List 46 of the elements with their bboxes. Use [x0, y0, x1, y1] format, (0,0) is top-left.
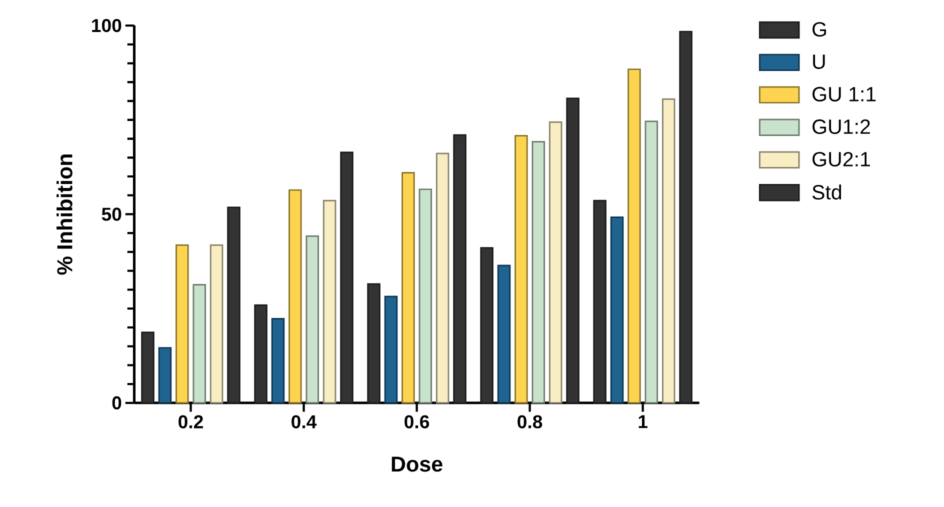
legend-label: U — [813, 54, 825, 69]
bar — [402, 172, 415, 404]
bar — [532, 140, 546, 404]
bar — [141, 332, 154, 404]
bar — [593, 200, 606, 404]
bar — [514, 134, 528, 404]
bar — [176, 244, 189, 404]
x-tick-label: 0.4 — [292, 415, 317, 428]
x-tick-label: 1 — [638, 415, 648, 428]
bar — [644, 120, 658, 404]
bar — [480, 247, 494, 404]
bar — [610, 216, 624, 404]
bar — [227, 206, 240, 404]
bar — [384, 296, 398, 404]
bar — [436, 152, 450, 404]
legend-label: G — [812, 22, 826, 37]
legend-label: Std — [812, 184, 842, 200]
bar — [566, 98, 580, 404]
x-tick-label: 0.6 — [404, 415, 430, 428]
bar — [453, 134, 466, 404]
x-tick-label: 0.2 — [178, 415, 203, 428]
y-tick-label: 0 — [112, 396, 122, 410]
bar — [340, 152, 354, 404]
bar — [158, 347, 172, 404]
bar — [679, 30, 692, 404]
bar — [306, 235, 320, 404]
x-axis-title: Dose — [392, 456, 442, 472]
bar — [628, 68, 641, 404]
legend-label: GU1:2 — [812, 119, 870, 134]
bar — [418, 188, 432, 404]
y-tick-label: 100 — [92, 18, 122, 32]
bar — [288, 189, 302, 404]
x-tick-label: 0.8 — [518, 415, 542, 428]
bar — [210, 244, 224, 404]
bar — [662, 98, 676, 404]
legend-label: GU2:1 — [812, 152, 870, 166]
bar — [254, 304, 268, 404]
y-axis-title: % Inhibition — [56, 154, 72, 275]
bar — [192, 284, 206, 404]
bar — [322, 200, 336, 404]
bar — [497, 264, 511, 404]
y-tick-label: 50 — [102, 208, 122, 221]
legend-label: GU 1:1 — [812, 86, 876, 102]
bar — [548, 121, 562, 404]
bar — [271, 318, 285, 404]
bar — [367, 283, 380, 404]
